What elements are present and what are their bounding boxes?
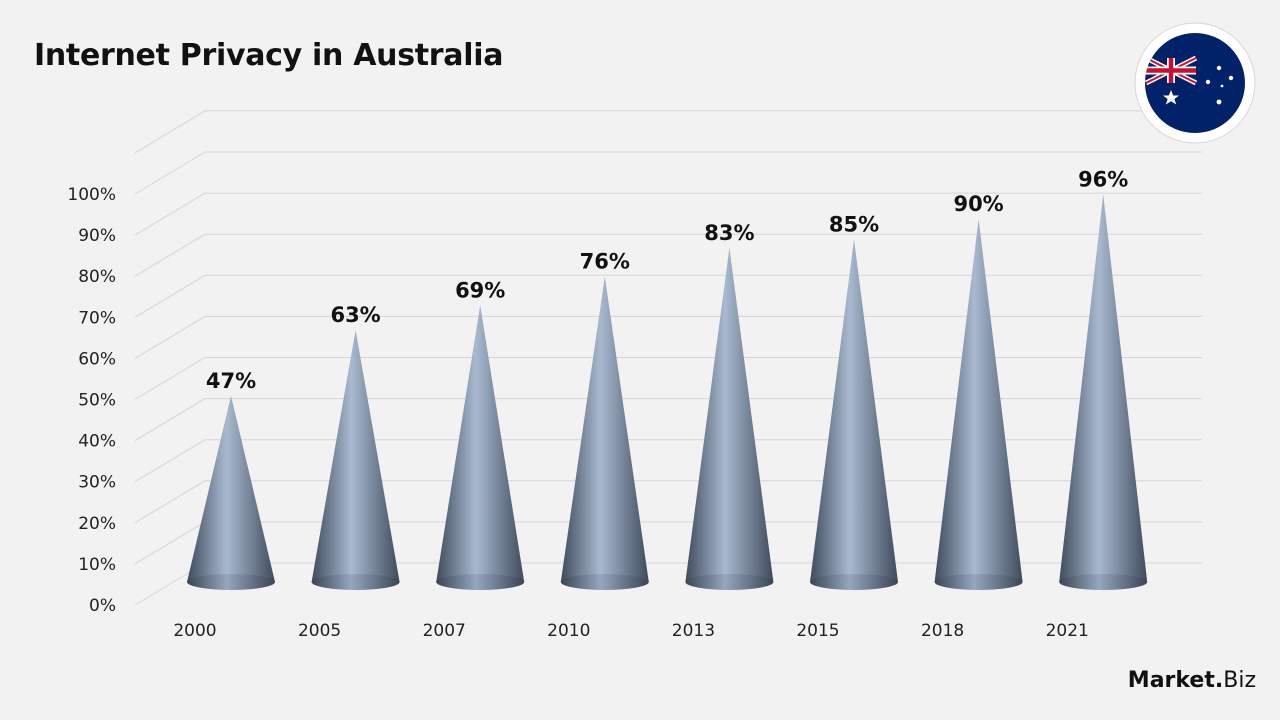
gridline-diagonal [134,439,206,483]
gridlines [134,110,1202,606]
value-label: 90% [953,192,1003,216]
y-tick-label: 10% [78,555,116,575]
gridline-diagonal [134,357,206,400]
gridline-diagonal [134,480,206,524]
cone-bar [311,330,400,590]
x-axis-ticks: 2000 2005 2007 2010 2013 2015 2018 2021 [173,621,1088,641]
gridline-diagonal [134,151,206,195]
chart-title: Internet Privacy in Australia [34,38,504,73]
value-label: 96% [1078,167,1128,191]
cone-body [1059,194,1148,582]
cone-base [560,574,649,590]
cone-bar [685,247,774,590]
cone-bar [810,239,898,590]
y-tick-label: 30% [78,473,116,493]
y-tick-label: 50% [78,391,116,411]
x-tick-label: 2021 [1046,621,1089,641]
cone-bar [1059,194,1148,590]
cone-base [436,574,525,590]
y-tick-label: 70% [78,308,116,328]
brand-logo: Market. Biz [1128,668,1256,693]
cone-bar [436,305,525,590]
y-tick-label: 40% [78,432,116,452]
cone-body [810,239,898,582]
x-tick-label: 2000 [173,621,216,641]
gridline-diagonal [134,398,206,442]
cone-body [934,219,1023,582]
gridline-diagonal [134,315,206,359]
cone-bar [187,395,275,590]
australia-flag-icon [1134,22,1256,144]
y-axis-ticks: 0% 10% 20% 30% 40% 50% 60% 70% 80% 90% 100% [67,185,116,616]
y-tick-label: 90% [78,226,116,246]
y-tick-label: 0% [89,596,116,616]
value-label: 85% [829,213,879,237]
cone-base [1059,574,1148,590]
cone-body [311,330,400,582]
value-label: 83% [704,221,754,245]
brand-name: Market [1127,668,1215,693]
cone-body [560,276,649,582]
x-tick-label: 2015 [796,621,839,641]
cone-body [685,247,774,582]
x-tick-label: 2010 [547,621,590,641]
gridline-diagonal [134,110,206,154]
cone-base [685,574,774,590]
gridline-diagonal [134,521,206,565]
gridline-diagonal [134,192,206,236]
value-labels: 47% 63% 69% 76% 83% 85% 90% 96% [206,167,1128,392]
cone-body [436,305,525,582]
brand-suffix: Biz [1223,668,1256,693]
y-tick-label: 100% [67,185,116,205]
value-label: 76% [580,250,630,274]
x-tick-label: 2013 [672,621,715,641]
y-tick-label: 80% [78,267,116,287]
x-tick-label: 2005 [298,621,341,641]
cone-bar [560,276,649,590]
gridline-diagonal [134,233,206,277]
cone-base [187,574,275,590]
value-label: 47% [206,369,256,393]
value-label: 63% [330,303,380,327]
gridline-diagonal [134,274,206,318]
cone-body [187,395,275,582]
cone-base [810,574,898,590]
cone-base [311,574,400,590]
x-tick-label: 2007 [423,621,466,641]
cone-base [934,574,1023,590]
brand-dot: . [1214,668,1224,693]
value-label: 69% [455,278,505,302]
x-tick-label: 2018 [921,621,964,641]
y-tick-label: 20% [78,514,116,534]
cone-bar [934,219,1023,590]
y-tick-label: 60% [78,349,116,369]
cones [187,194,1148,590]
